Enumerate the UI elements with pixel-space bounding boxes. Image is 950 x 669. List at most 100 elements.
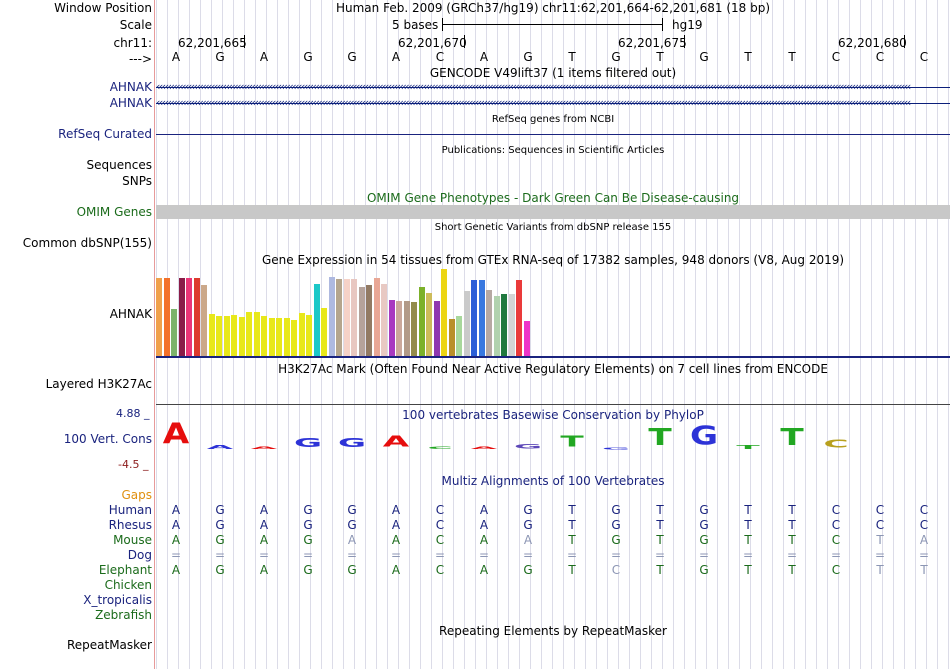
species-label[interactable]: Elephant <box>98 563 152 577</box>
gtex-tissue-bar[interactable] <box>171 309 177 356</box>
species-label[interactable]: Mouse <box>113 533 152 547</box>
gtex-tissue-bar[interactable] <box>366 285 372 356</box>
multiz-track-title: Multiz Alignments of 100 Vertebrates <box>441 474 665 488</box>
gtex-tissue-bar[interactable] <box>321 308 327 356</box>
alignment-base: A <box>391 563 401 577</box>
omim-feature-bar[interactable] <box>156 205 950 219</box>
species-label[interactable]: Rhesus <box>108 518 152 532</box>
gtex-tissue-bar[interactable] <box>231 315 237 356</box>
gtex-tissue-bar[interactable] <box>156 278 162 356</box>
species-label[interactable]: Dog <box>127 548 152 562</box>
gtex-tissue-bar[interactable] <box>448 319 455 356</box>
alignment-base: = <box>170 548 182 562</box>
h3k27ac-track-label[interactable]: Layered H3K27Ac <box>45 377 152 391</box>
species-label[interactable]: Chicken <box>104 578 152 592</box>
gtex-tissue-bar[interactable] <box>261 316 267 356</box>
gtex-tissue-bar[interactable] <box>433 301 440 356</box>
position-tick-mark <box>904 35 905 48</box>
gtex-tissue-bar[interactable] <box>306 315 312 356</box>
refseq-gene-feature[interactable] <box>156 134 950 135</box>
phylop-base-letter: G <box>601 447 631 451</box>
alignment-base: = <box>478 548 490 562</box>
gtex-tissue-bar[interactable] <box>163 278 170 356</box>
gtex-tissue-bar[interactable] <box>381 284 387 356</box>
gtex-tissue-bar[interactable] <box>441 269 447 356</box>
species-label[interactable]: Zebrafish <box>95 608 152 622</box>
sequences-track-label[interactable]: Sequences <box>86 158 152 172</box>
gtex-tissue-bar[interactable] <box>358 287 365 356</box>
omim-track-label[interactable]: OMIM Genes <box>76 205 152 219</box>
gtex-tissue-bar[interactable] <box>343 279 350 356</box>
gtex-tissue-bar[interactable] <box>418 287 425 356</box>
gtex-tissue-bar[interactable] <box>178 278 185 356</box>
alignment-base: A <box>171 563 181 577</box>
alignment-base: = <box>346 548 358 562</box>
gtex-tissue-bar[interactable] <box>313 284 320 356</box>
repeatmasker-track-title: Repeating Elements by RepeatMasker <box>439 624 667 638</box>
gtex-tissue-bar[interactable] <box>478 280 485 356</box>
alignment-base: C <box>831 503 841 517</box>
gtex-tissue-bar[interactable] <box>411 302 417 356</box>
gtex-tissue-bar[interactable] <box>426 293 432 356</box>
alignment-base: C <box>611 563 621 577</box>
gtex-tissue-bar[interactable] <box>463 291 470 356</box>
gtex-tissue-bar[interactable] <box>403 301 410 356</box>
gtex-tissue-bar[interactable] <box>268 318 275 356</box>
gtex-tissue-bar[interactable] <box>298 313 305 356</box>
gtex-tissue-bar[interactable] <box>351 279 357 356</box>
gtex-tissue-bar[interactable] <box>328 277 335 356</box>
alignment-base: A <box>523 533 533 547</box>
gtex-tissue-bar[interactable] <box>373 278 380 356</box>
reference-base: G <box>347 50 357 64</box>
gtex-tissue-bar[interactable] <box>216 316 222 356</box>
gtex-tissue-bar[interactable] <box>523 321 530 356</box>
alignment-base: = <box>874 548 886 562</box>
alignment-base: C <box>831 563 841 577</box>
phylop-track-label[interactable]: 100 Vert. Cons <box>63 432 152 446</box>
gtex-tissue-bar[interactable] <box>508 294 515 356</box>
gencode-gene-feature[interactable]: ‹‹‹‹‹‹‹‹‹‹‹‹‹‹‹‹‹‹‹‹‹‹‹‹‹‹‹‹‹‹‹‹‹‹‹‹‹‹‹‹… <box>156 80 950 94</box>
gtex-tissue-bar[interactable] <box>223 316 230 356</box>
gtex-gene-label[interactable]: AHNAK <box>109 307 152 321</box>
gtex-expression-chart[interactable] <box>156 268 536 356</box>
gtex-tissue-bar[interactable] <box>186 278 192 356</box>
species-label[interactable]: Human <box>108 503 152 517</box>
gencode-gene-label[interactable]: AHNAK <box>109 80 152 94</box>
gtex-tissue-bar[interactable] <box>456 316 462 356</box>
alignment-base: G <box>303 518 313 532</box>
gencode-gene-label[interactable]: AHNAK <box>109 96 152 110</box>
gencode-gene-feature[interactable]: ‹‹‹‹‹‹‹‹‹‹‹‹‹‹‹‹‹‹‹‹‹‹‹‹‹‹‹‹‹‹‹‹‹‹‹‹‹‹‹‹… <box>156 96 950 110</box>
gtex-tissue-bar[interactable] <box>471 280 477 356</box>
gtex-tissue-bar[interactable] <box>336 279 342 356</box>
refseq-track-label[interactable]: RefSeq Curated <box>58 127 152 141</box>
gtex-tissue-bar[interactable] <box>208 314 215 356</box>
gtex-tissue-bar[interactable] <box>253 312 260 356</box>
dbsnp-track-label[interactable]: Common dbSNP(155) <box>22 236 152 250</box>
gtex-tissue-bar[interactable] <box>396 301 402 356</box>
alignment-base: A <box>391 533 401 547</box>
gtex-tissue-bar[interactable] <box>246 312 252 356</box>
repeatmasker-track-label[interactable]: RepeatMasker <box>66 638 152 652</box>
position-tick-3: 62,201,675 <box>618 36 687 50</box>
phylop-base-letter: A <box>250 445 278 451</box>
gtex-tissue-bar[interactable] <box>276 318 282 356</box>
species-label[interactable]: X_tropicalis <box>83 593 152 607</box>
gtex-tissue-bar[interactable] <box>201 285 207 356</box>
publications-track-title: Publications: Sequences in Scientific Ar… <box>441 145 665 156</box>
gtex-tissue-bar[interactable] <box>493 296 500 356</box>
refseq-track-title: RefSeq genes from NCBI <box>491 114 615 125</box>
gtex-tissue-bar[interactable] <box>193 278 200 356</box>
gtex-tissue-bar[interactable] <box>238 317 245 356</box>
gtex-tissue-bar[interactable] <box>501 294 507 356</box>
alignment-base: G <box>611 518 621 532</box>
gtex-tissue-bar[interactable] <box>283 318 290 356</box>
gtex-tissue-bar[interactable] <box>388 300 395 356</box>
alignment-base: C <box>435 503 445 517</box>
alignment-base: = <box>742 548 754 562</box>
snps-track-label[interactable]: SNPs <box>122 174 152 188</box>
gtex-tissue-bar[interactable] <box>486 290 492 356</box>
gtex-tissue-bar[interactable] <box>291 320 297 356</box>
reference-base: T <box>788 50 796 64</box>
gtex-tissue-bar[interactable] <box>516 280 522 356</box>
